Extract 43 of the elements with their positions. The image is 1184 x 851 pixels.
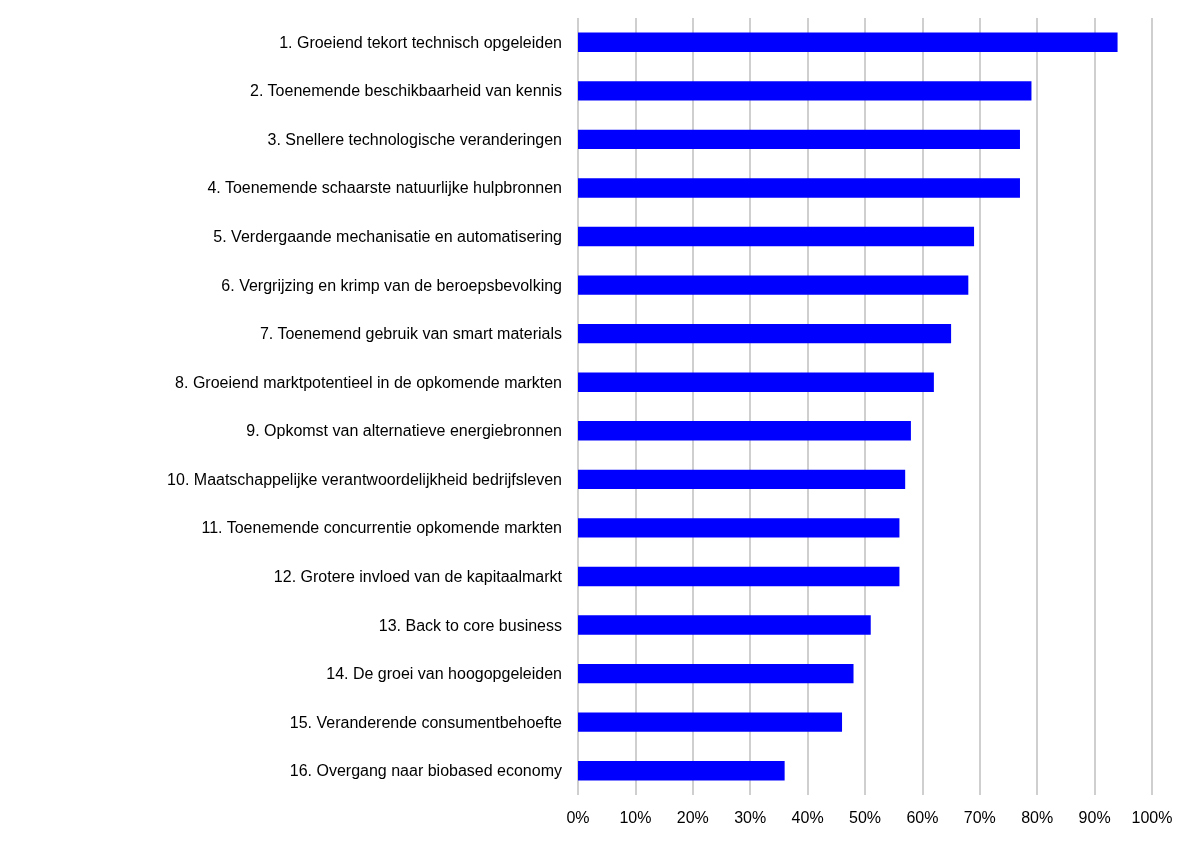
y-tick-label: 4. Toenemende schaarste natuurlijke hulpbronnen [207,179,562,197]
x-tick-label: 70% [963,808,996,826]
y-tick-label: 7. Toenemend gebruik van smart materials [259,325,562,343]
y-tick-label: 1. Groeiend tekort technisch opgeleiden [279,33,562,51]
x-tick-label: 10% [619,808,652,826]
x-tick-label: 100% [1131,808,1173,826]
bar [578,615,871,635]
x-tick-label: 20% [676,808,709,826]
y-tick-label: 6. Vergrijzing en krimp van de beroepsbevolking [221,276,562,294]
y-tick-label: 16. Overgang naar biobased economy [289,762,562,780]
bar [578,32,1118,52]
x-tick-label: 30% [734,808,767,826]
y-tick-label: 3. Snellere technologische veranderingen [267,130,562,148]
bar [578,226,975,247]
bar [578,421,911,441]
y-tick-label: 9. Opkomst van alternatieve energiebronnen [246,422,562,440]
bar [578,761,785,781]
bar [578,518,900,538]
bar [578,129,1020,150]
y-tick-label: 10. Maatschappelijke verantwoordelijkheid bedrijfsleven [167,470,562,488]
y-tick-label: 5. Verdergaande mechanisatie en automatisering [213,228,562,246]
x-tick-label: 0% [566,808,590,826]
y-tick-label: 12. Grotere invloed van de kapitaalmarkt [273,567,563,585]
y-tick-label: 14. De groei van hoogopgeleiden [326,665,562,683]
x-tick-label: 90% [1078,808,1111,826]
bar [578,566,900,587]
y-tick-label: 8. Groeiend marktpotentieel in de opkomende markten [175,373,562,391]
x-tick-label: 80% [1021,808,1054,826]
bar [578,275,969,295]
bar [578,372,934,392]
y-tick-label: 13. Back to core business [378,616,562,634]
y-tick-label: 11. Toenemende concurrentie opkomende markten [201,519,562,537]
bar [578,81,1032,101]
y-tick-label: 15. Veranderende consumentbehoefte [289,713,563,731]
bar [578,663,854,684]
x-tick-label: 50% [848,808,882,826]
x-tick-label: 60% [906,808,939,826]
x-tick-label: 40% [791,808,824,826]
y-tick-label: 2. Toenemende beschikbaarheid van kennis [250,82,562,100]
bar [578,323,952,344]
bar [578,712,843,732]
bar [578,178,1020,198]
bar [578,469,906,490]
